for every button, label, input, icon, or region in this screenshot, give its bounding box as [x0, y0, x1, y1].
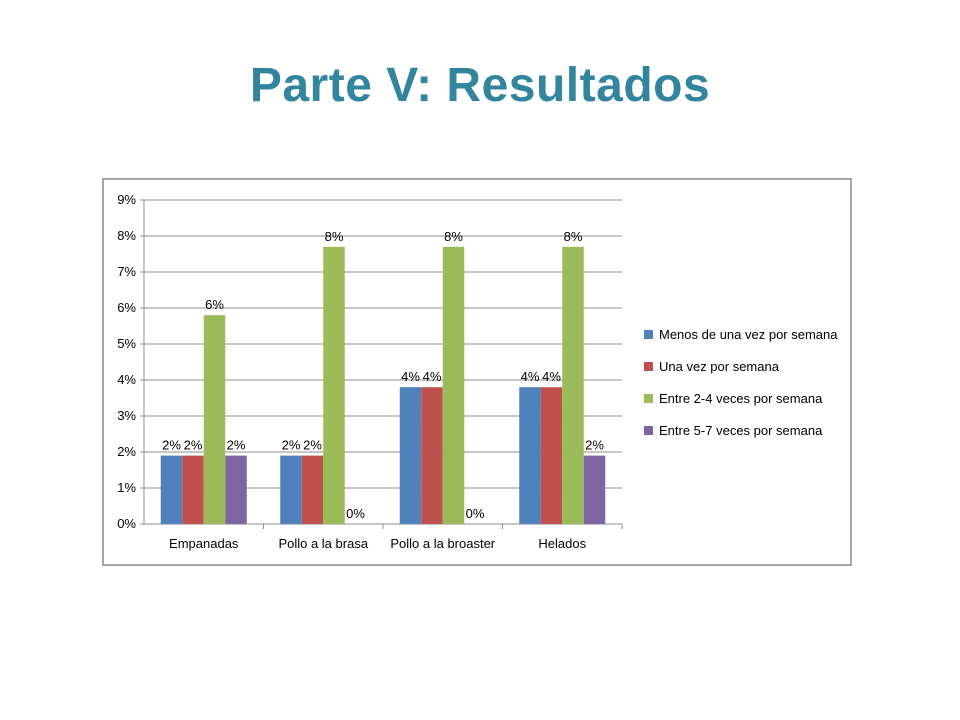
bar [421, 387, 443, 524]
data-label: 4% [401, 369, 420, 384]
x-category-label: Empanadas [169, 536, 239, 551]
bar [540, 387, 563, 524]
bar [399, 387, 422, 524]
legend-swatch [644, 329, 653, 339]
bar [442, 246, 465, 525]
bar [519, 387, 541, 524]
y-tick-label: 2% [117, 444, 136, 459]
y-tick-label: 4% [117, 372, 136, 387]
y-tick-label: 9% [117, 192, 136, 207]
legend-item: Una vez por semana [644, 350, 838, 382]
data-label: 2% [227, 438, 246, 453]
y-tick-label: 0% [117, 516, 136, 531]
data-label: 2% [162, 438, 181, 453]
y-tick-label: 7% [117, 264, 136, 279]
data-label: 8% [444, 229, 463, 244]
data-label: 2% [282, 438, 301, 453]
bar [203, 315, 226, 524]
legend-label: Menos de una vez por semana [659, 326, 838, 342]
x-category-label: Pollo a la broaster [390, 536, 495, 551]
legend-label: Una vez por semana [659, 358, 779, 374]
legend-item: Entre 2-4 veces por semana [644, 382, 838, 414]
data-label: 0% [346, 506, 365, 521]
y-tick-label: 8% [117, 228, 136, 243]
legend-swatch [644, 361, 653, 371]
data-label: 4% [542, 369, 561, 384]
bar [562, 246, 584, 525]
legend-item: Entre 5-7 veces por semana [644, 414, 838, 446]
legend-swatch [644, 393, 653, 403]
data-label: 8% [564, 229, 583, 244]
data-label: 6% [205, 297, 224, 312]
chart-frame: 0% 1% 2% 3% 4% 5% 6% 7% 8% 9% 2% 2% 6% 2% Empanadas 2% 2… [102, 178, 852, 566]
legend-label: Entre 2-4 veces por semana [659, 390, 823, 406]
y-tick-label: 3% [117, 408, 136, 423]
y-tick-label: 6% [117, 300, 136, 315]
bar [225, 455, 247, 524]
x-category-label: Pollo a la brasa [278, 536, 368, 551]
bar [182, 455, 204, 524]
legend-label: Entre 5-7 veces por semana [659, 422, 823, 438]
bar [583, 455, 606, 524]
bar [301, 455, 324, 524]
y-tick-label: 5% [117, 336, 136, 351]
x-category-label: Helados [538, 536, 586, 551]
bar [160, 455, 183, 524]
data-label: 2% [184, 438, 203, 453]
bar [280, 455, 302, 524]
data-label: 4% [423, 369, 442, 384]
legend-swatch [644, 425, 653, 435]
data-label: 0% [466, 506, 485, 521]
bar [323, 246, 345, 525]
y-tick-label: 1% [117, 480, 136, 495]
legend-item: Menos de una vez por semana [644, 318, 838, 350]
data-label: 2% [585, 438, 604, 453]
data-label: 4% [521, 369, 540, 384]
slide-title: Parte V: Resultados [249, 59, 711, 112]
chart-legend: Menos de una vez por semana Una vez por s… [644, 318, 838, 446]
data-label: 8% [325, 229, 344, 244]
data-label: 2% [303, 438, 322, 453]
